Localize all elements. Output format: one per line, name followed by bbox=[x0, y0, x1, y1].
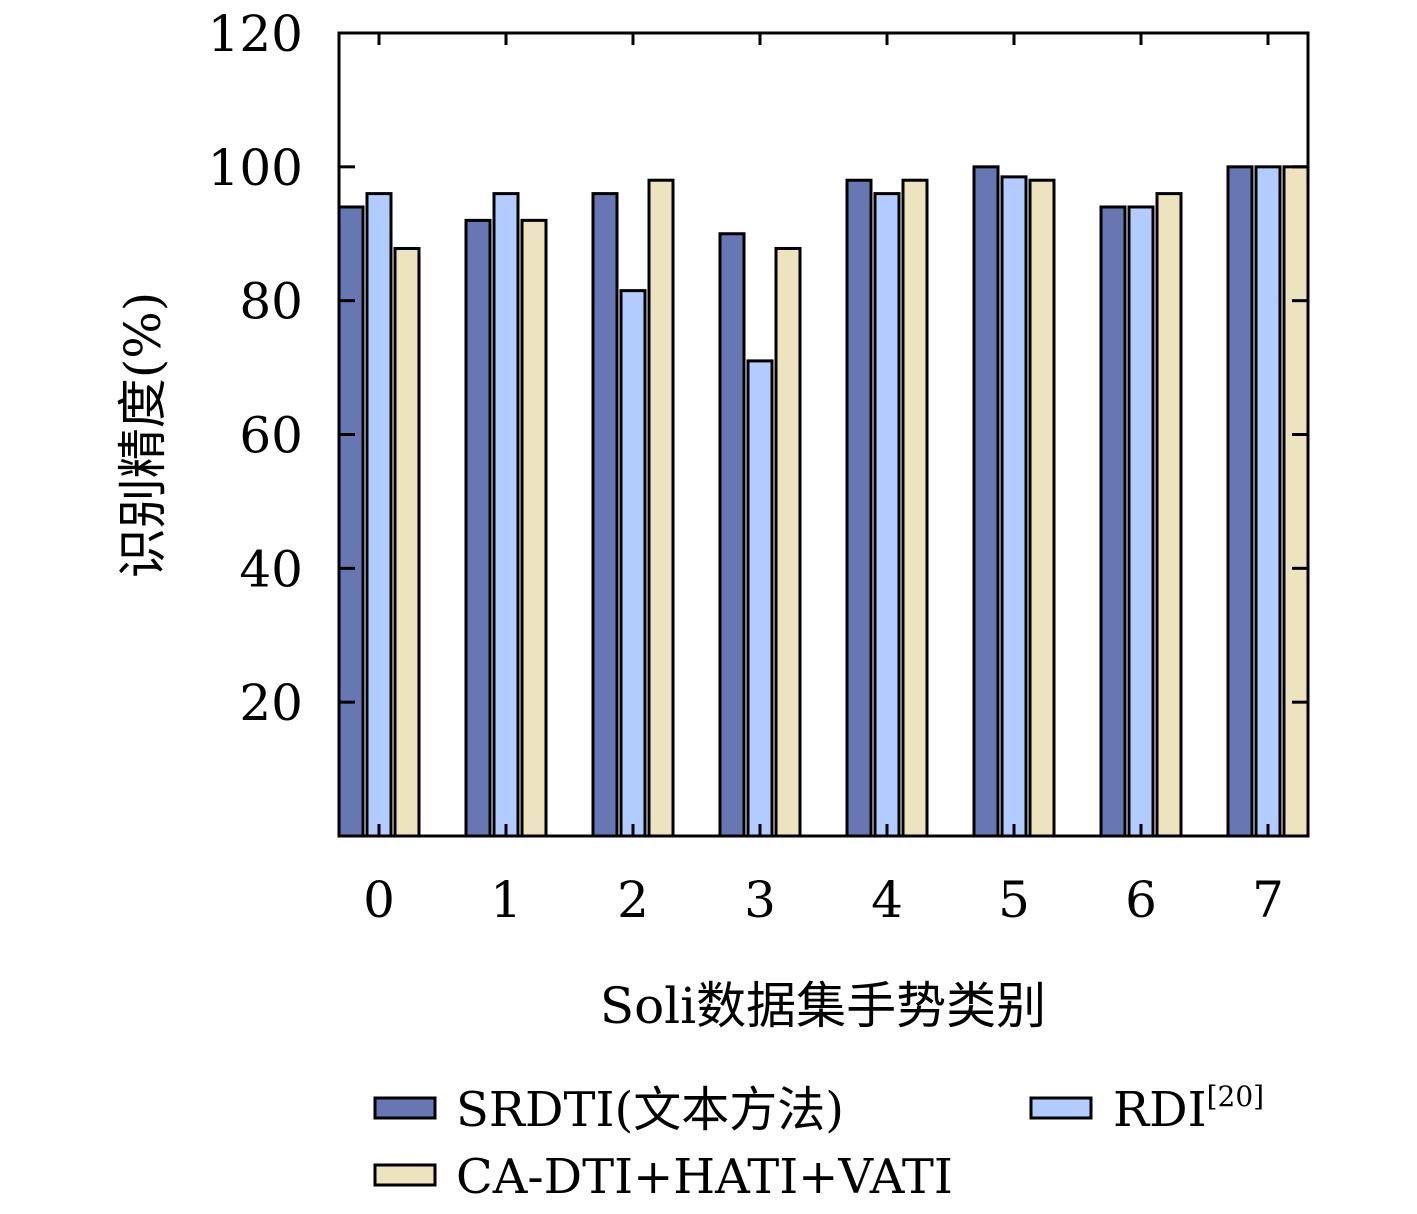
x-tick-label-5: 5 bbox=[998, 871, 1030, 929]
y-tick-label-80: 80 bbox=[239, 273, 303, 331]
bar-ca-dti-5 bbox=[1028, 178, 1056, 836]
y-tick-label-100: 100 bbox=[208, 139, 303, 197]
x-tick-label-7: 7 bbox=[1252, 871, 1284, 929]
bar-ca-dti-4 bbox=[901, 178, 929, 836]
legend-label-rdi-superscript: [20] bbox=[1207, 1080, 1264, 1113]
legend-label-ca-dti: CA-DTI+HATI+VATI bbox=[456, 1149, 953, 1205]
bar-rdi-3 bbox=[746, 359, 774, 836]
legend-swatch-ca-dti bbox=[373, 1163, 437, 1187]
plot-frame bbox=[337, 31, 1310, 838]
x-tick-labels: 0 1 2 3 4 5 6 7 bbox=[363, 871, 1284, 929]
bar-rdi-5 bbox=[1000, 175, 1028, 836]
x-axis-title: Soli数据集手势类别 bbox=[600, 977, 1046, 1035]
y-axis-title: 识别精度(%) bbox=[114, 292, 172, 579]
bar-ca-dti-1 bbox=[520, 218, 548, 836]
y-tick-label-60: 60 bbox=[239, 407, 303, 465]
y-tick-label-120: 120 bbox=[208, 5, 303, 63]
bar-srdti-0 bbox=[339, 205, 365, 836]
legend-swatch-rdi bbox=[1029, 1096, 1093, 1120]
x-tick-label-2: 2 bbox=[617, 871, 649, 929]
x-tick-label-4: 4 bbox=[871, 871, 903, 929]
bar-srdti-7 bbox=[1226, 165, 1254, 836]
y-tick-label-40: 40 bbox=[239, 540, 303, 598]
bar-rdi-4 bbox=[873, 192, 901, 836]
x-tick-label-1: 1 bbox=[490, 871, 522, 929]
bar-ca-dti-3 bbox=[774, 246, 802, 836]
legend-label-srdti: SRDTI(文本方法) bbox=[456, 1082, 844, 1138]
bar-srdti-4 bbox=[845, 178, 873, 836]
bar-ca-dti-0 bbox=[393, 246, 421, 836]
legend-swatch-srdti bbox=[373, 1096, 437, 1120]
bar-rdi-7 bbox=[1254, 165, 1282, 836]
bar-rdi-6 bbox=[1127, 205, 1155, 836]
legend-label-rdi-text: RDI bbox=[1113, 1082, 1207, 1138]
bar-ca-dti-2 bbox=[647, 178, 675, 836]
bar-ca-dti-6 bbox=[1155, 192, 1183, 836]
legend-label-rdi: RDI[20] bbox=[1113, 1080, 1264, 1138]
bar-srdti-1 bbox=[464, 218, 492, 836]
bar-rdi-0 bbox=[365, 192, 393, 836]
bar-srdti-3 bbox=[718, 232, 746, 836]
bar-srdti-2 bbox=[591, 192, 619, 836]
bar-rdi-2 bbox=[619, 289, 647, 836]
x-tick-label-0: 0 bbox=[363, 871, 395, 929]
x-tick-label-6: 6 bbox=[1125, 871, 1157, 929]
bar-srdti-6 bbox=[1099, 205, 1127, 836]
x-tick-label-3: 3 bbox=[744, 871, 776, 929]
y-tick-label-20: 20 bbox=[239, 674, 303, 732]
bars-layer bbox=[339, 165, 1308, 836]
bar-srdti-5 bbox=[972, 165, 1000, 836]
y-tick-labels: 20 40 60 80 100 120 bbox=[208, 5, 303, 732]
bar-rdi-1 bbox=[492, 192, 520, 836]
legend: SRDTI(文本方法) RDI[20] CA-DTI+HATI+VATI bbox=[373, 1080, 1264, 1205]
bar-ca-dti-7 bbox=[1282, 165, 1308, 836]
